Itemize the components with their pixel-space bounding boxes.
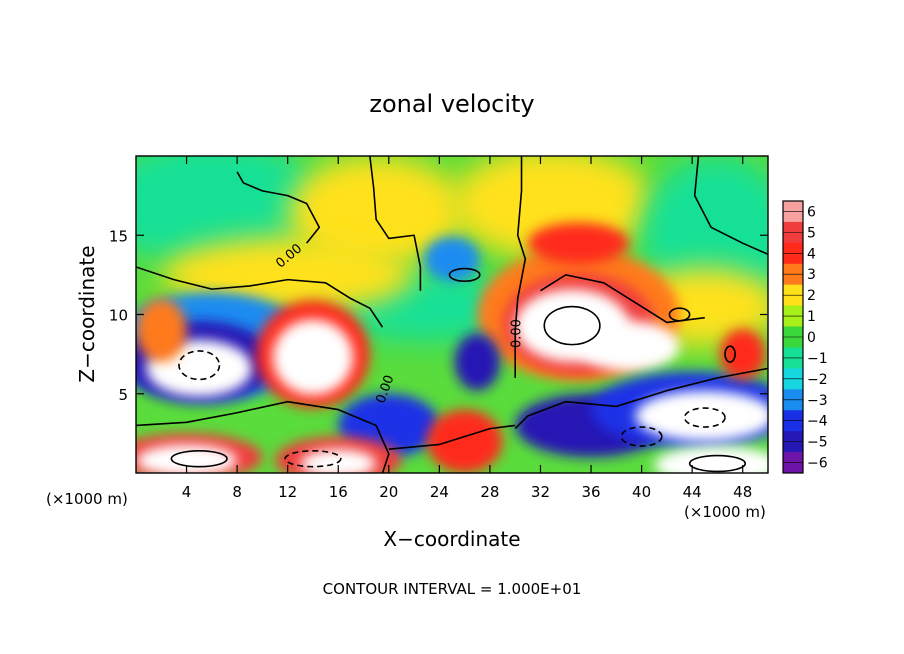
plot-area: [136, 156, 768, 473]
contour-value-label: 0.00: [509, 319, 524, 348]
colorbar-label: 1: [807, 309, 816, 325]
y-axis-ticks: 5 10 15: [109, 227, 768, 404]
contour-line: [388, 424, 516, 451]
x-tick-label: 12: [278, 483, 297, 501]
y-tick-label: 15: [109, 227, 128, 245]
contour-line: [136, 400, 390, 473]
x-tick-label: 44: [683, 483, 702, 501]
x-tick-label: 32: [531, 483, 550, 501]
colorbar-label: 3: [807, 267, 816, 283]
x-tick-label: 4: [182, 483, 192, 501]
x-tick-label: 16: [329, 483, 348, 501]
contour-loop: [170, 450, 228, 468]
velocity-patch: [272, 319, 354, 396]
colorbar-label: 4: [807, 246, 816, 262]
x-tick-label: 8: [232, 483, 242, 501]
colorbar-label: −5: [807, 435, 828, 451]
y-tick-label: 10: [109, 307, 128, 325]
contour-loop: [688, 454, 747, 473]
colorbar-label: −6: [807, 456, 828, 472]
x-tick-label: 24: [430, 483, 449, 501]
velocity-patch: [424, 236, 480, 282]
x-tick-label: 40: [632, 483, 651, 501]
velocity-patch: [578, 320, 680, 372]
contour-loop: [448, 267, 481, 283]
colorbar-label: −1: [807, 351, 828, 367]
x-tick-label: 48: [733, 483, 752, 501]
x-axis-label: X−coordinate: [383, 527, 520, 551]
x-axis-ticks: 4 8 12 16 20 24 28 32 36 40 44 48: [182, 156, 752, 501]
contour-line: [514, 367, 768, 430]
colorbar-label: −4: [807, 414, 828, 430]
colorbar-label: 5: [807, 225, 816, 241]
contour-loop: [683, 407, 726, 428]
colorbar-label: 2: [807, 288, 816, 304]
velocity-patch: [454, 333, 501, 391]
velocity-field: [136, 156, 768, 473]
contour-line: [236, 171, 321, 244]
colorbar-label: 0: [807, 330, 816, 346]
contour-loop: [543, 305, 601, 346]
contour-loop: [178, 350, 221, 381]
contour-loop: [284, 450, 342, 468]
contour-loop: [724, 345, 736, 363]
contour-lines: [136, 156, 768, 473]
x-unit-right: (×1000 m): [684, 503, 766, 521]
contour-line: [693, 156, 768, 256]
velocity-patch: [635, 390, 768, 442]
x-tick-label: 36: [581, 483, 600, 501]
x-tick-label: 20: [379, 483, 398, 501]
colorbar-label: −2: [807, 372, 828, 388]
y-axis-label: Z−coordinate: [75, 245, 99, 382]
contour-line: [540, 274, 705, 324]
contour-interval-footer: CONTOUR INTERVAL = 1.000E+01: [323, 580, 582, 598]
velocity-patch: [654, 446, 768, 473]
contour-line: [369, 156, 422, 291]
contour-loop: [620, 426, 663, 447]
chart-title: zonal velocity: [369, 90, 534, 118]
velocity-patch: [426, 409, 503, 473]
velocity-patch: [719, 328, 766, 380]
contour-line: [136, 266, 384, 328]
x-tick-label: 28: [480, 483, 499, 501]
contour-loop: [668, 307, 691, 322]
y-tick-label: 5: [118, 386, 128, 404]
colorbar-label: −3: [807, 393, 828, 409]
colorbar-label: 6: [807, 204, 816, 220]
velocity-patch: [136, 298, 187, 363]
velocity-patch: [527, 222, 629, 264]
contour-line: [514, 156, 527, 378]
x-unit-left: (×1000 m): [46, 490, 128, 508]
colorbar: 6 5 4 3 2 1 0 −1 −2 −3 −4 −5 −6: [782, 200, 828, 474]
